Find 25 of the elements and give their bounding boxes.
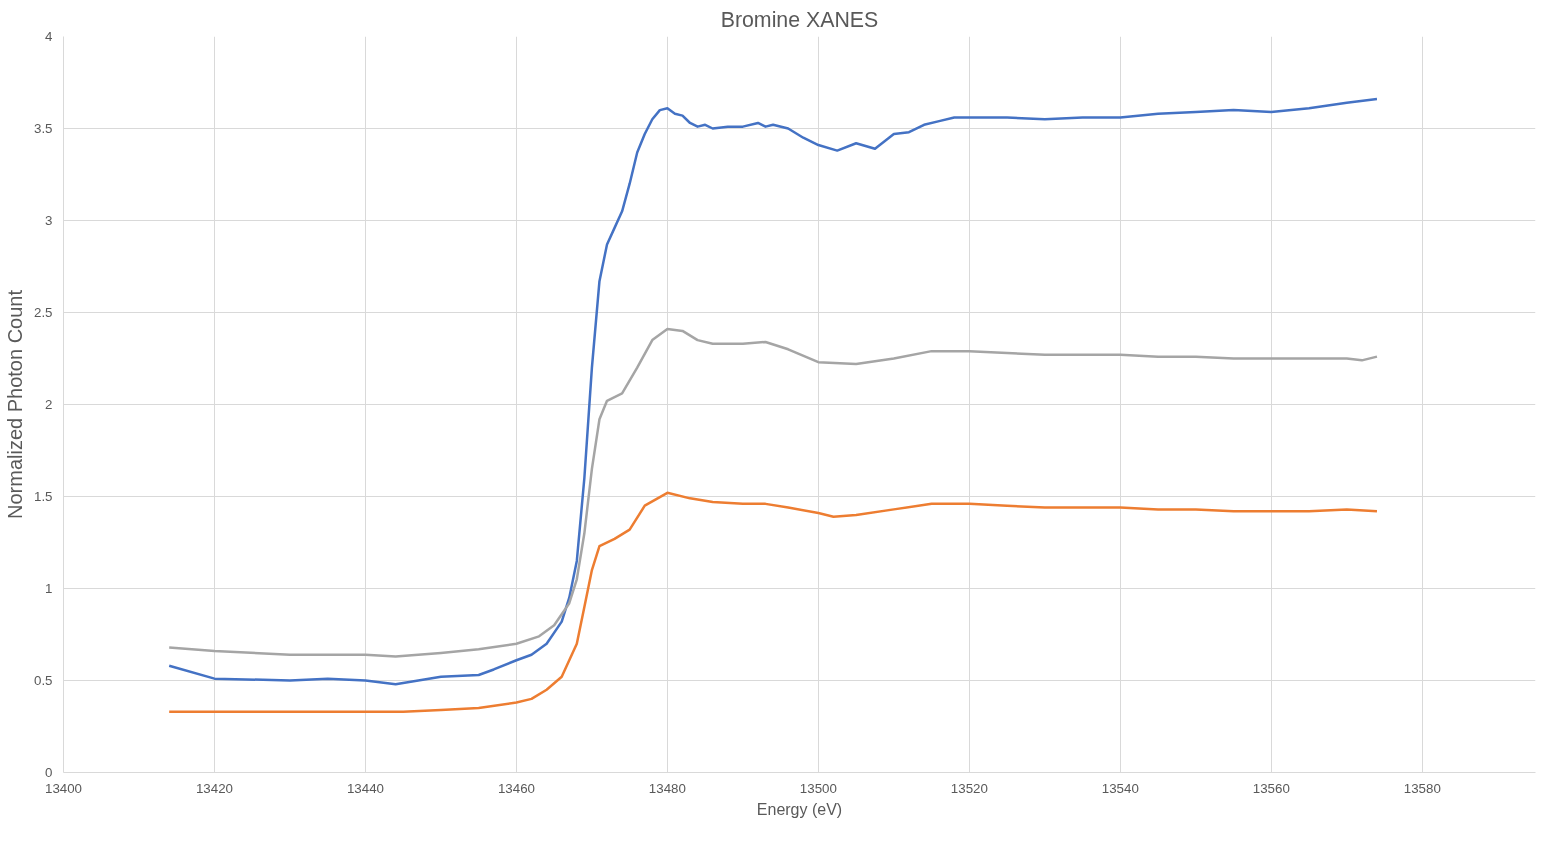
y-tick-label: 1	[45, 581, 53, 596]
x-tick-label: 13540	[1101, 780, 1139, 796]
y-axis-title: Normalized Photon Count	[3, 289, 26, 520]
y-tick-label: 2	[45, 397, 53, 412]
x-tick-label: 13440	[346, 780, 384, 796]
x-tick-label: 13400	[44, 780, 83, 796]
x-tick-label: 13480	[648, 780, 686, 796]
y-tick-label: 1.5	[33, 489, 53, 504]
y-tick-label: 2.5	[33, 305, 53, 320]
y-tick-label: 0	[45, 765, 53, 780]
x-tick-label: 13500	[799, 780, 837, 796]
x-axis-title: Energy (eV)	[756, 800, 843, 818]
x-tick-label: 13520	[950, 780, 988, 796]
x-tick-label: 13460	[497, 780, 535, 796]
x-tick-label: 13420	[195, 780, 234, 796]
chart-title: Bromine XANES	[720, 7, 879, 32]
y-tick-label: 4	[45, 29, 54, 44]
x-tick-label: 13580	[1403, 780, 1441, 796]
line-series	[167, 327, 1379, 658]
y-tick-label: 0.5	[33, 673, 53, 688]
x-tick-label: 13560	[1252, 780, 1290, 796]
line-series	[167, 491, 1379, 714]
line-series	[167, 97, 1379, 686]
y-tick-label: 3	[45, 213, 53, 228]
y-tick-label: 3.5	[33, 121, 53, 136]
